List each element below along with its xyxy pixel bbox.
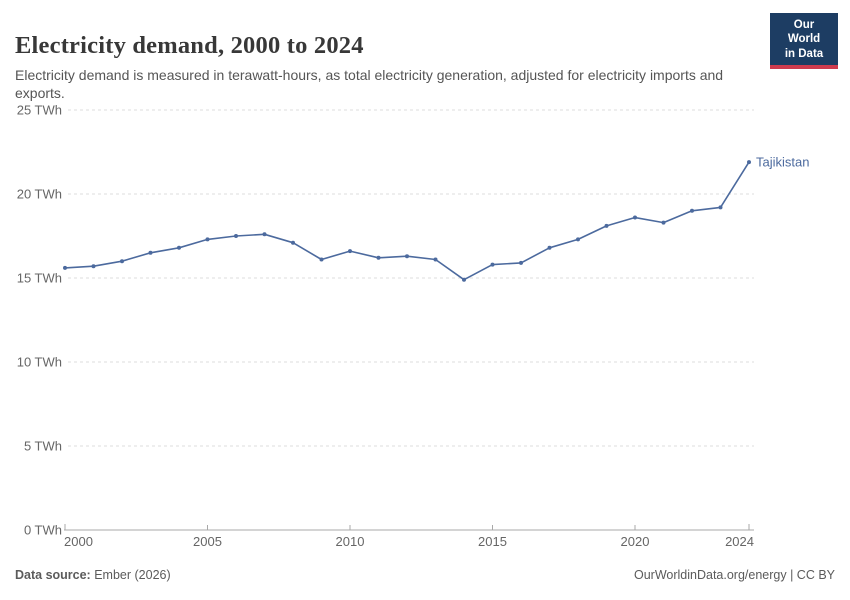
x-axis-label: 2015	[478, 534, 507, 549]
owid-logo-line1: Our World	[787, 19, 821, 46]
data-point-2005[interactable]	[205, 237, 210, 242]
data-point-2019[interactable]	[604, 223, 609, 228]
chart-footer: Data source: Ember (2026) OurWorldinData…	[15, 568, 835, 582]
y-axis-label: 0 TWh	[24, 523, 62, 538]
data-point-2020[interactable]	[633, 215, 637, 220]
data-point-2001[interactable]	[91, 264, 96, 269]
data-point-2016[interactable]	[519, 260, 523, 265]
owid-logo[interactable]: Our World in Data	[770, 13, 838, 70]
data-point-2006[interactable]	[234, 234, 238, 238]
owid-logo-line2: in Data	[784, 47, 824, 60]
data-point-2022[interactable]	[690, 208, 694, 213]
data-point-2008[interactable]	[291, 240, 295, 245]
data-point-2009[interactable]	[319, 257, 324, 262]
y-axis-label: 20 TWh	[17, 187, 62, 202]
footer-license-link[interactable]: OurWorldinData.org/energy | CC BY	[633, 568, 835, 582]
data-point-2011[interactable]	[376, 255, 381, 260]
line-chart[interactable]: 0 TWh 5 TWh 10 TWh 15 TWh 20 TWh 25 TWh 2000 20…	[0, 95, 850, 565]
data-point-2010[interactable]	[348, 249, 352, 254]
data-point-2012[interactable]	[405, 254, 409, 259]
data-source-label: Data source:	[15, 568, 91, 582]
data-point-2000[interactable]	[63, 265, 67, 270]
data-point-2002[interactable]	[120, 259, 124, 264]
x-axis-label: 2020	[621, 534, 650, 549]
data-point-2007[interactable]	[262, 232, 267, 237]
y-axis-label: 25 TWh	[17, 103, 62, 118]
data-point-2021[interactable]	[661, 220, 666, 225]
y-axis-label: 10 TWh	[17, 355, 62, 370]
data-point-2015[interactable]	[490, 262, 495, 267]
data-line[interactable]	[64, 161, 750, 281]
data-point-2013[interactable]	[433, 257, 438, 262]
data-point-2014[interactable]	[462, 277, 466, 282]
data-point-2003[interactable]	[148, 250, 153, 255]
y-axis-label: 5 TWh	[24, 439, 62, 454]
x-axis-label: 2024	[725, 534, 754, 549]
chart-title: Electricity demand, 2000 to 2024	[15, 32, 364, 60]
data-point-2023[interactable]	[718, 205, 723, 210]
data-point-2004[interactable]	[177, 245, 181, 250]
data-source-value[interactable]: Ember (2026)	[94, 568, 171, 582]
chart-subtitle: Electricity demand is measured in terawa…	[15, 67, 724, 102]
y-axis-label: 15 TWh	[17, 271, 62, 286]
data-point-2017[interactable]	[547, 245, 552, 250]
x-axis-label: 2005	[193, 534, 222, 549]
data-point-2018[interactable]	[576, 237, 580, 242]
data-point-2024[interactable]	[747, 160, 751, 165]
x-axis-label: 2000	[64, 534, 93, 549]
line-chart-svg[interactable]: 0 TWh 5 TWh 10 TWh 15 TWh 20 TWh 25 TWh 2000 20…	[0, 95, 850, 565]
x-axis-label: 2010	[336, 534, 365, 549]
data-source[interactable]: Data source: Ember (2026)	[15, 568, 171, 582]
entity-label[interactable]: Tajikistan	[756, 155, 809, 170]
